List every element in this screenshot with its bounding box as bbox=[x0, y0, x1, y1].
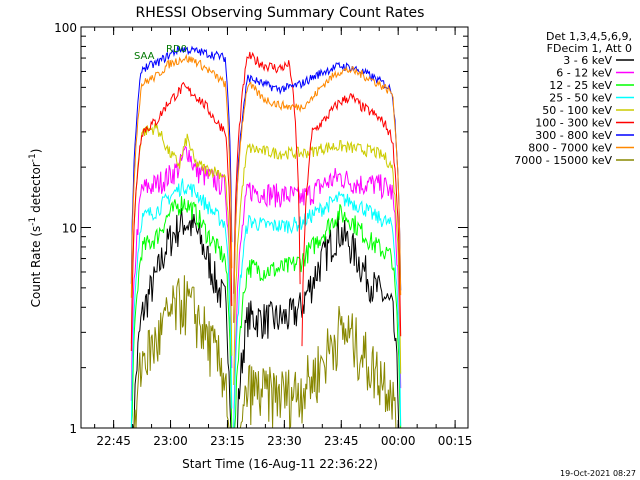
legend-label-3: 12 - 25 keV bbox=[549, 79, 612, 92]
series-line-3 bbox=[130, 196, 402, 429]
legend-label-5: 50 - 100 keV bbox=[542, 104, 612, 117]
x-tick-label: 00:15 bbox=[438, 434, 473, 448]
series-line-7 bbox=[130, 45, 402, 323]
y-tick-label: 100 bbox=[54, 21, 77, 35]
series-line-9 bbox=[131, 275, 401, 430]
x-tick-label: 23:15 bbox=[210, 434, 245, 448]
x-tick-label: 00:00 bbox=[381, 434, 416, 448]
x-tick-label: 23:30 bbox=[267, 434, 302, 448]
annotation-rd0: RD0 bbox=[166, 44, 187, 55]
legend-label-2: 6 - 12 keV bbox=[556, 67, 612, 80]
x-axis: 22:45 23:00 23:15 23:30 23:45 00:00 00:15 bbox=[94, 27, 473, 448]
series-line-1 bbox=[131, 208, 401, 429]
x-tick-label: 23:45 bbox=[324, 434, 359, 448]
legend-label-7: 300 - 800 keV bbox=[535, 129, 612, 142]
y-tick-label: 1 bbox=[69, 422, 77, 436]
legend-label-1: 3 - 6 keV bbox=[563, 54, 612, 67]
y-axis: 1 10 100 bbox=[54, 21, 468, 436]
annotation-saa: SAA bbox=[134, 51, 155, 62]
footer-timestamp: 19-Oct-2021 08:27 bbox=[560, 469, 636, 478]
y-axis-label: Count Rate (s-1 detector-1) bbox=[28, 149, 43, 308]
series-line-2 bbox=[130, 145, 402, 429]
legend-header-line-1: Det 1,3,4,5,6,9, bbox=[546, 30, 632, 43]
legend-label-6: 100 - 300 keV bbox=[535, 117, 612, 130]
series-line-6 bbox=[130, 51, 402, 352]
chart-title: RHESSI Observing Summary Count Rates bbox=[136, 5, 425, 21]
series-line-8 bbox=[130, 53, 402, 323]
x-tick-label: 23:00 bbox=[153, 434, 188, 448]
legend: Det 1,3,4,5,6,9, FDecim 1, Att 0 3 - 6 k… bbox=[514, 30, 634, 167]
x-axis-label: Start Time (16-Aug-11 22:36:22) bbox=[182, 457, 378, 471]
plot-area bbox=[130, 45, 402, 430]
legend-label-8: 800 - 7000 keV bbox=[528, 142, 612, 155]
legend-header-line-2: FDecim 1, Att 0 bbox=[547, 42, 632, 55]
annotations: RD0 SAA bbox=[134, 44, 187, 62]
series-line-4 bbox=[130, 178, 402, 429]
x-tick-label: 22:45 bbox=[96, 434, 131, 448]
y-tick-label: 10 bbox=[62, 222, 77, 236]
legend-label-9: 7000 - 15000 keV bbox=[514, 154, 612, 167]
legend-label-4: 25 - 50 keV bbox=[549, 92, 612, 105]
y-axis-label-exponent-2: -1 bbox=[28, 153, 38, 162]
